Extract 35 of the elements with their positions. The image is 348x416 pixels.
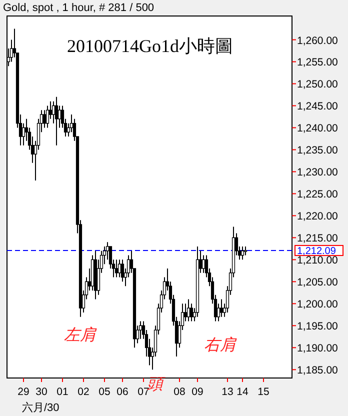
y-tick-label: 1,185.00 (297, 364, 338, 377)
y-tick-label: 1,220.00 (297, 210, 338, 223)
text: Gold, spot , 1 hour, # 281 / 500 (3, 2, 154, 14)
y-tick-label: 1,215.00 (297, 232, 338, 245)
y-tick-label: 1,210.00 (297, 254, 338, 267)
y-tick-label: 1,240.00 (297, 122, 338, 135)
x-tick-label: 13 (222, 386, 234, 398)
y-tick-label: 1,205.00 (297, 276, 338, 289)
x-tick-label: 09 (192, 386, 204, 398)
annotation: 左肩 (64, 326, 97, 344)
y-tick-label: 1,230.00 (297, 166, 338, 179)
y-tick-label: 1,260.00 (297, 34, 338, 47)
text: 20100714Go1d小時圖 (67, 36, 233, 56)
annotation: 頭 (147, 376, 166, 393)
x-tick-label: 05 (98, 386, 110, 398)
x-tick-label: 15 (258, 386, 270, 398)
x-tick-label: 02 (78, 386, 90, 398)
x-tick-label: 01 (56, 386, 68, 398)
y-tick-label: 1,200.00 (297, 298, 338, 311)
x-tick-label: 14 (236, 386, 248, 398)
x-tick-label: 30 (36, 386, 48, 398)
y-tick-label: 1,250.00 (297, 78, 338, 91)
ref-line-label: 1,212.09 (297, 246, 336, 257)
x-axis-title: 六月/30 (22, 401, 60, 414)
y-tick-label: 1,245.00 (297, 100, 338, 113)
y-tick-label: 1,195.00 (297, 320, 338, 333)
x-tick-label: 06 (116, 386, 128, 398)
y-tick-label: 1,225.00 (297, 188, 338, 201)
x-tick-label: 29 (18, 386, 30, 398)
x-tick-label: 07 (138, 386, 150, 398)
annotation: 右肩 (204, 336, 237, 354)
y-tick-label: 1,235.00 (297, 144, 338, 157)
y-tick-label: 1,255.00 (297, 56, 338, 69)
y-tick-label: 1,190.00 (297, 342, 338, 355)
x-tick-label: 08 (174, 386, 186, 398)
